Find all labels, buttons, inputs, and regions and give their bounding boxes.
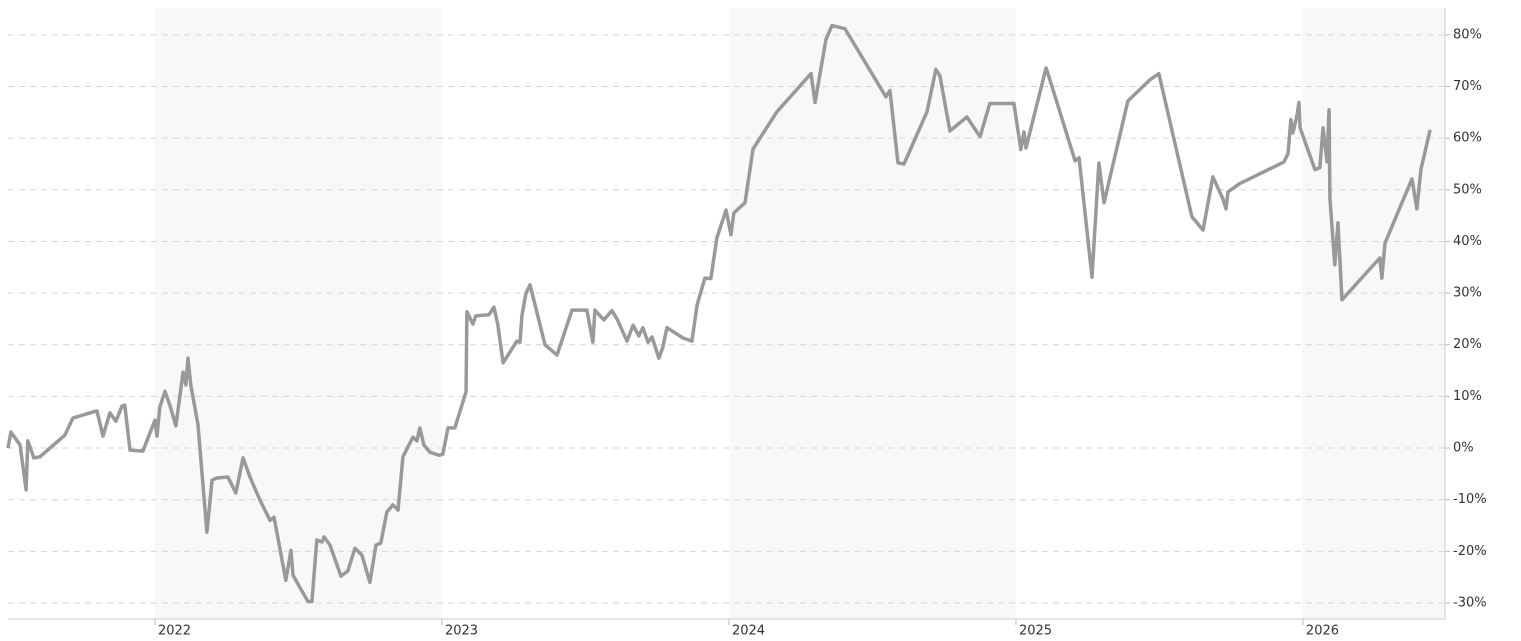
x-tick-label: 2025	[1019, 624, 1052, 639]
y-tick-label: 40%	[1453, 234, 1482, 249]
year-band	[154, 8, 442, 619]
y-tick-label: 80%	[1453, 27, 1482, 42]
y-tick-label: 0%	[1453, 441, 1474, 456]
x-tick-label: 2022	[158, 624, 191, 639]
y-tick-label: 30%	[1453, 286, 1482, 301]
year-band	[1302, 8, 1445, 619]
y-tick-label: 70%	[1453, 79, 1482, 94]
x-tick-label: 2024	[732, 624, 765, 639]
y-tick-label: 60%	[1453, 131, 1482, 146]
y-tick-label: -30%	[1453, 595, 1487, 610]
x-tick-label: 2023	[445, 624, 478, 639]
y-tick-label: -20%	[1453, 544, 1487, 559]
y-tick-label: -10%	[1453, 492, 1487, 507]
y-tick-label: 10%	[1453, 389, 1482, 404]
line	[6, 23, 1432, 604]
y-tick-label: 50%	[1453, 182, 1482, 197]
x-tick-label: 2026	[1306, 624, 1339, 639]
y-tick-label: 20%	[1453, 337, 1482, 352]
year-band	[728, 8, 1016, 619]
